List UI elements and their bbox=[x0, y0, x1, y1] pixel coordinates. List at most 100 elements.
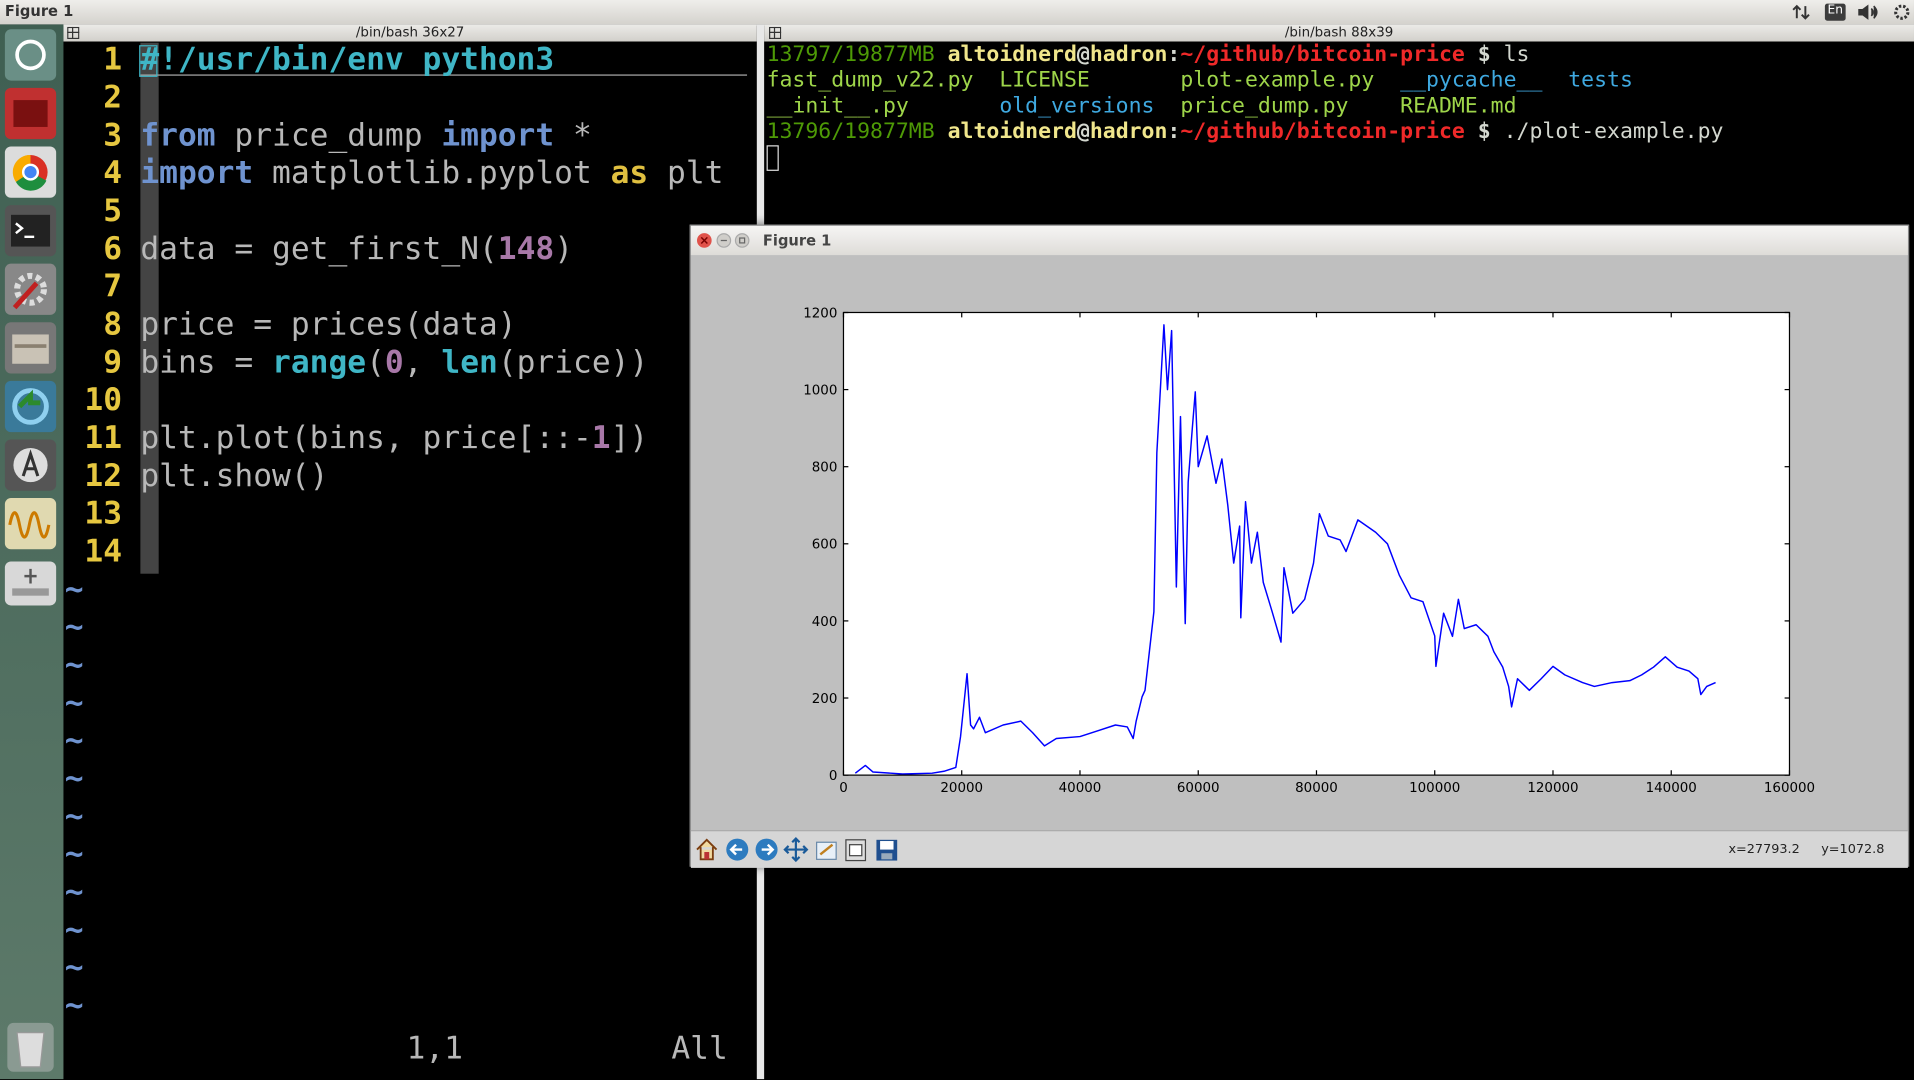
x-tick-label: 40000 bbox=[1059, 781, 1102, 796]
cursor bbox=[139, 45, 158, 77]
status-x: x=27793.2 bbox=[1728, 842, 1800, 857]
terminal-title: /bin/bash 36x27 bbox=[355, 24, 465, 41]
code-token: matplotlib.pyplot bbox=[253, 155, 611, 192]
window-buttons[interactable] bbox=[696, 232, 759, 249]
empty-line-marker: ~ bbox=[64, 873, 84, 911]
terminal-token: ./plot-example.py bbox=[1503, 119, 1724, 145]
code-token: plt bbox=[648, 155, 724, 192]
x-tick-label: 100000 bbox=[1409, 781, 1460, 796]
figure-canvas: 0 20000 40000 60000 80000 100000 120000 140000 1… bbox=[803, 306, 1815, 796]
line-number: 13 bbox=[84, 495, 123, 533]
terminal-token: tests bbox=[1568, 68, 1633, 93]
window-title: Figure 1 bbox=[4, 2, 74, 20]
sound-icon[interactable] bbox=[1858, 4, 1878, 20]
code-token: #!/usr/bin/env python3 bbox=[140, 41, 555, 79]
line-number: 14 bbox=[84, 533, 123, 571]
line-number: 2 bbox=[103, 79, 123, 116]
code-token: price = prices(data) bbox=[140, 306, 517, 344]
code-token: 148 bbox=[497, 230, 555, 268]
terminal-token: ~/github/bitcoin-price bbox=[1180, 42, 1465, 68]
empty-line-marker: ~ bbox=[64, 836, 84, 873]
code-token: data = get_first_N( bbox=[140, 230, 498, 268]
terminal-token: plot-example.py bbox=[1180, 68, 1401, 93]
terminal-line: 13797/19877MB altoidnerd@hadron:~/github… bbox=[767, 43, 1530, 69]
network-icon[interactable] bbox=[1792, 4, 1810, 20]
settings-icon[interactable] bbox=[1894, 4, 1910, 20]
line-number: 12 bbox=[84, 457, 123, 495]
code-line: price = prices(data) bbox=[140, 306, 516, 344]
keyboard-box[interactable] bbox=[1824, 3, 1846, 21]
terminal-token: $ bbox=[1464, 119, 1504, 145]
line-number: 7 bbox=[103, 268, 123, 306]
x-tick-label: 140000 bbox=[1646, 781, 1697, 796]
y-tick-label: 0 bbox=[829, 769, 838, 784]
empty-line-marker: ~ bbox=[64, 911, 84, 949]
cursor-line bbox=[140, 74, 748, 76]
figure-window: Figure 1 0 20000 40000 60000 80000 100000 1200… bbox=[689, 224, 1910, 868]
y-tick-label: 400 bbox=[812, 615, 838, 630]
empty-line-marker: ~ bbox=[64, 609, 84, 646]
line-number: 4 bbox=[103, 155, 123, 192]
terminal-token: @ bbox=[1076, 42, 1090, 68]
terminal-token: LICENSE bbox=[999, 68, 1181, 93]
terminal-title-bar: /bin/bash 36x27 bbox=[63, 24, 757, 42]
code-line: plt.show() bbox=[140, 458, 328, 496]
line-number: 10 bbox=[84, 382, 123, 419]
terminal-title-bar: /bin/bash 88x39 bbox=[764, 24, 1914, 42]
terminal-token: fast_dump_v22.py bbox=[766, 68, 1000, 93]
empty-line-marker: ~ bbox=[64, 571, 84, 608]
terminal-token: __init__.py bbox=[766, 93, 1000, 119]
keyboard-layout[interactable]: En bbox=[1827, 3, 1843, 18]
launcher-bg bbox=[0, 24, 64, 1080]
terminal-token: __pycache__ bbox=[1400, 68, 1569, 93]
code-line: data = get_first_N(148) bbox=[140, 231, 573, 269]
x-tick-label: 160000 bbox=[1764, 781, 1815, 796]
terminal-token: hadron bbox=[1089, 119, 1168, 145]
code-line: import matplotlib.pyplot as plt bbox=[140, 155, 723, 193]
menu-icon[interactable] bbox=[67, 26, 80, 40]
figure-title-bar: Figure 1 bbox=[690, 225, 1908, 256]
menu-icon[interactable] bbox=[769, 26, 782, 40]
line-number: 6 bbox=[103, 230, 123, 268]
scroll-status: All bbox=[671, 1030, 728, 1067]
x-tick-label: 0 bbox=[839, 781, 848, 796]
launcher bbox=[0, 24, 64, 1080]
code-token: price_dump bbox=[215, 117, 442, 154]
launcher-icons[interactable] bbox=[4, 29, 57, 1072]
terminal-token: altoidnerd bbox=[947, 42, 1077, 68]
code-token: 1 bbox=[591, 419, 611, 457]
line-number: 1 bbox=[103, 41, 123, 79]
toolbar: x=27793.2 y=1072.8 bbox=[690, 830, 1908, 868]
line-number: 9 bbox=[103, 344, 123, 381]
y-tick-label: 1000 bbox=[803, 383, 837, 398]
cursor-position: 1,1 bbox=[406, 1030, 463, 1067]
line-number: 11 bbox=[84, 419, 123, 457]
code-token: * bbox=[554, 117, 592, 154]
toolbar-buttons[interactable] bbox=[693, 835, 907, 864]
terminal-token: : bbox=[1167, 42, 1181, 68]
empty-line-marker: ~ bbox=[64, 987, 84, 1025]
terminal-line: __init__.py old_versions price_dump.py R… bbox=[767, 94, 1517, 120]
terminal-cursor bbox=[766, 145, 779, 171]
code-token: len bbox=[441, 344, 498, 381]
terminal-token: : bbox=[1167, 119, 1181, 145]
price-line bbox=[854, 324, 1716, 775]
x-tick-label: 20000 bbox=[940, 781, 983, 796]
line-number: 3 bbox=[103, 117, 123, 154]
empty-line-marker: ~ bbox=[64, 646, 84, 684]
y-tick-label: 200 bbox=[812, 692, 838, 707]
code-token: bins = bbox=[140, 344, 273, 381]
line-number: 8 bbox=[103, 306, 123, 344]
code-line: plt.plot(bins, price[::-1]) bbox=[140, 420, 648, 458]
terminal-token: README.md bbox=[1400, 93, 1517, 119]
y-tick-label: 800 bbox=[812, 461, 838, 476]
code-token: ( bbox=[366, 344, 385, 381]
x-tick-label: 80000 bbox=[1295, 781, 1338, 796]
y-tick-label: 1200 bbox=[803, 306, 837, 321]
code-token: , bbox=[403, 344, 442, 381]
status-y: y=1072.8 bbox=[1821, 842, 1885, 857]
x-tick-label: 120000 bbox=[1527, 781, 1578, 796]
indicators bbox=[1792, 3, 1910, 21]
code-token: import bbox=[441, 117, 555, 154]
